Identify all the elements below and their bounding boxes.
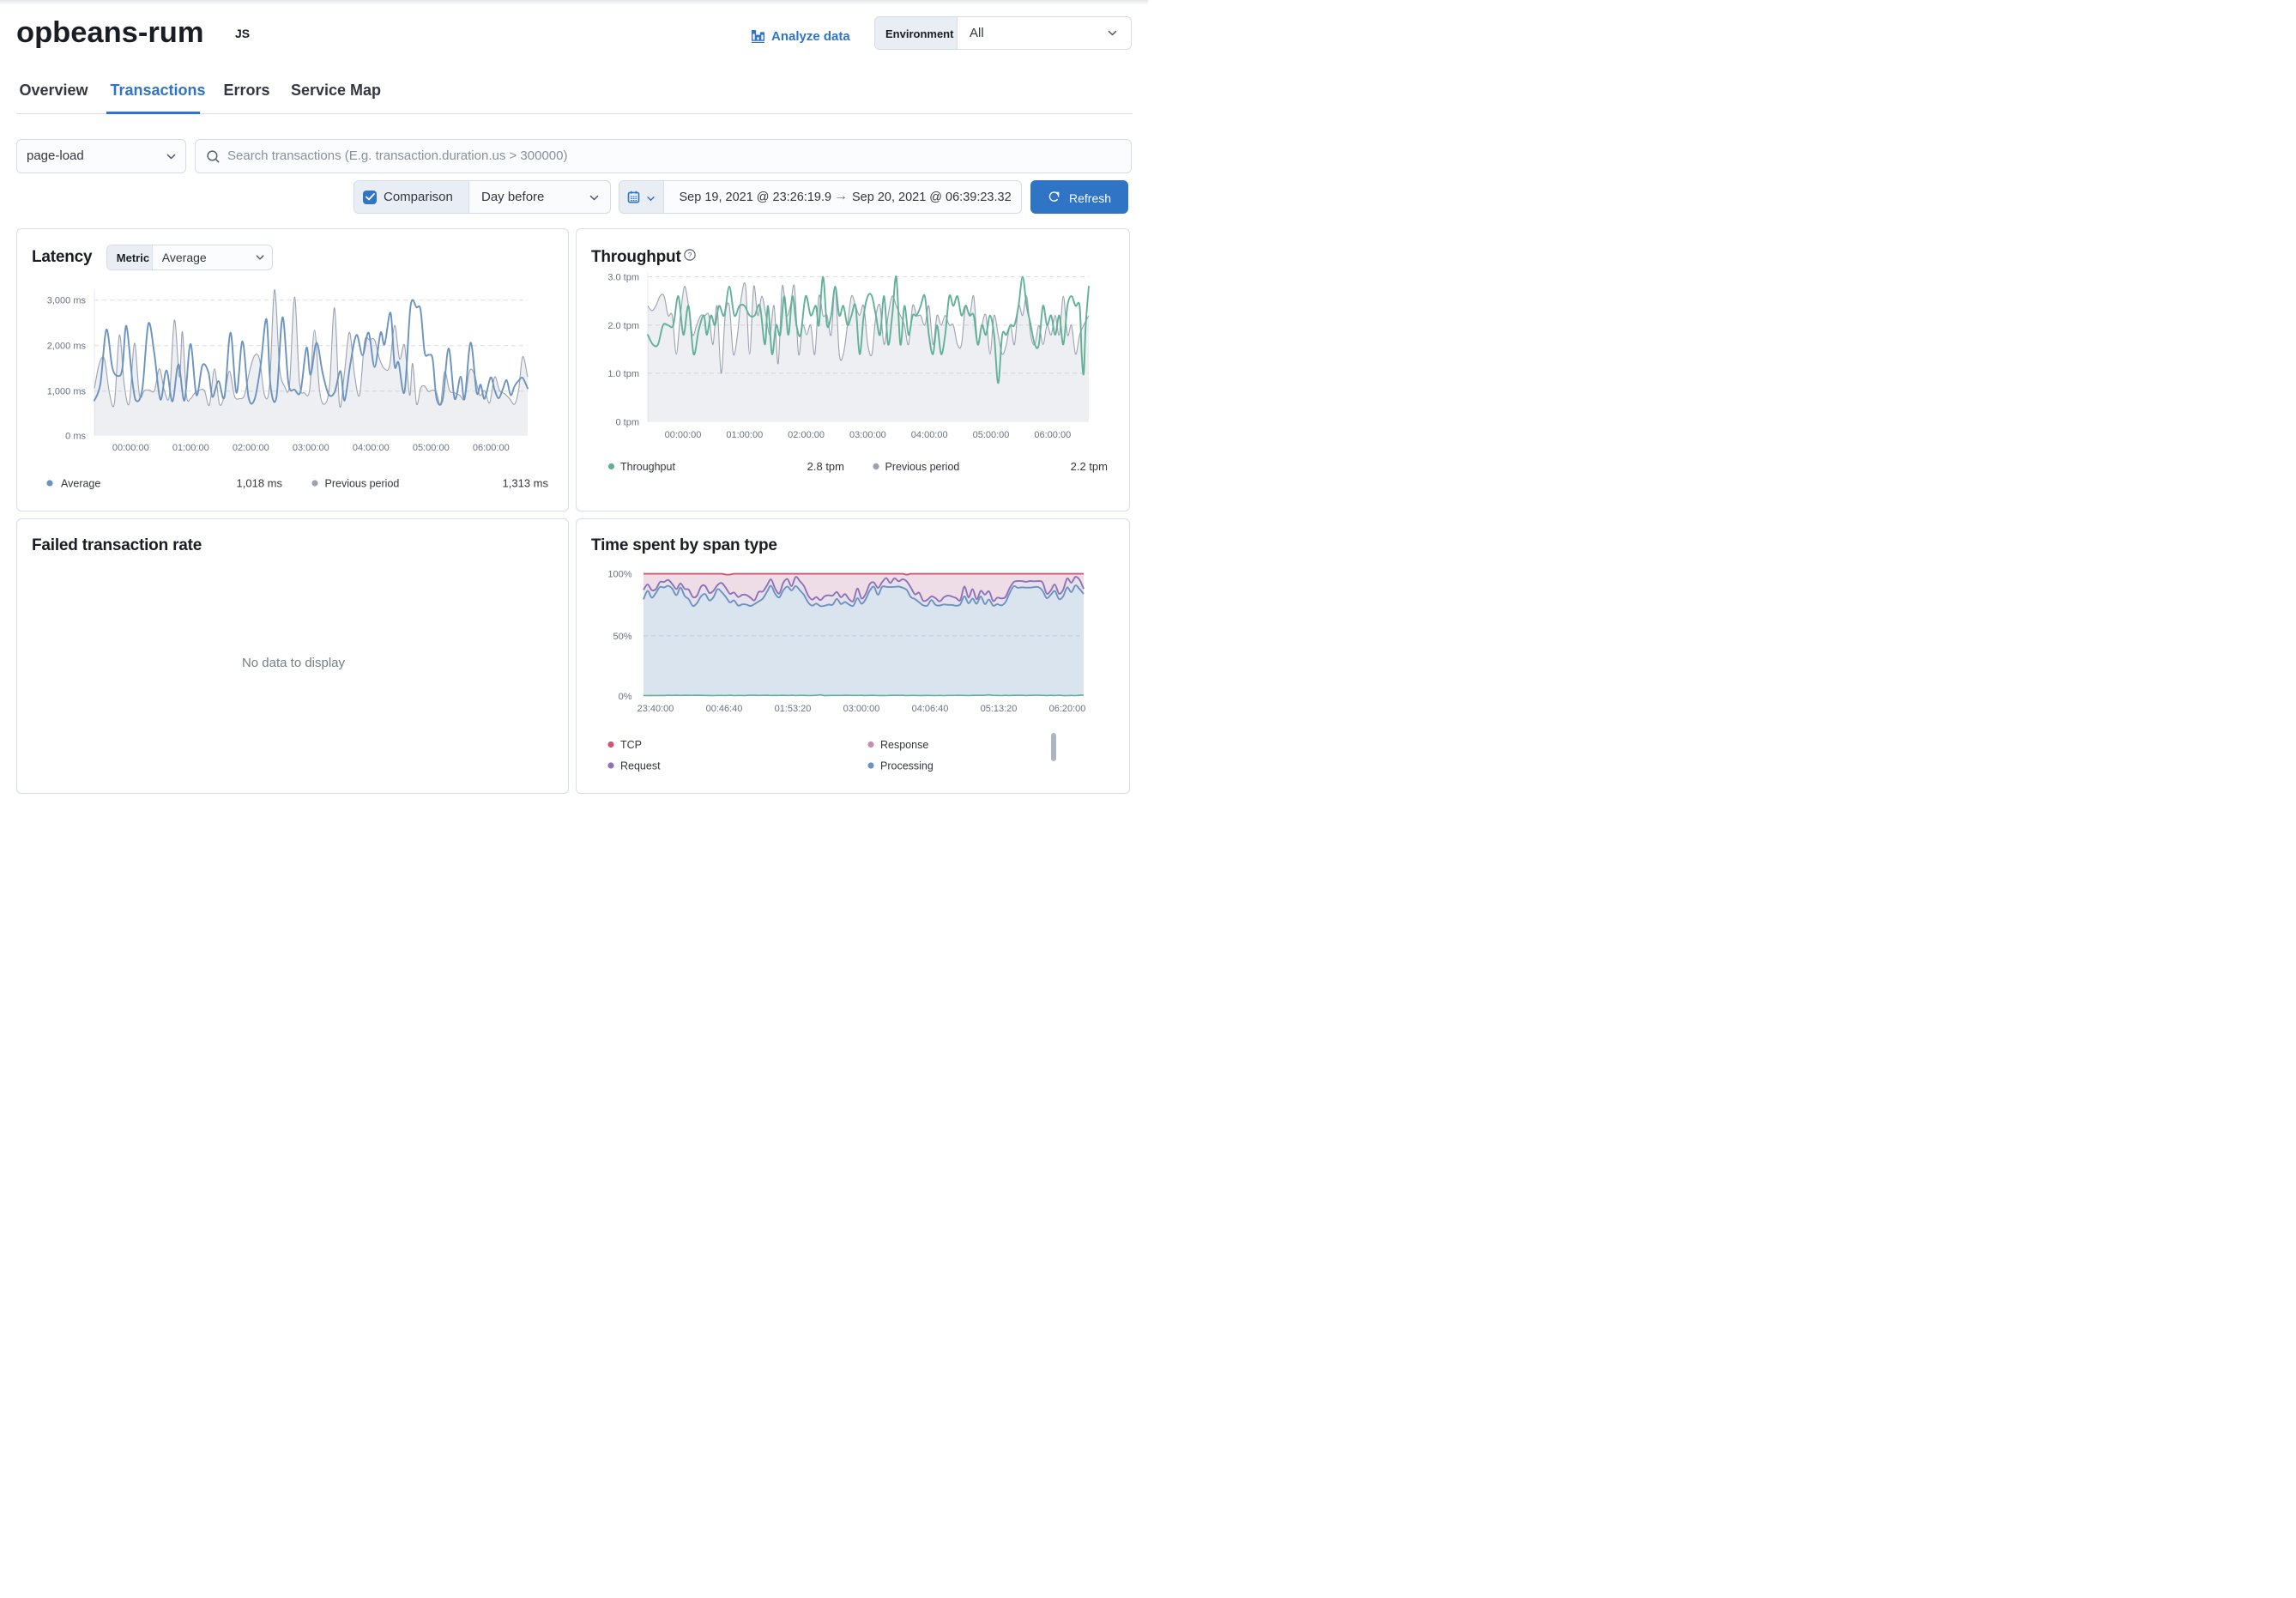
svg-text:Processing: Processing — [880, 760, 934, 772]
svg-text:2,000 ms: 2,000 ms — [47, 342, 87, 352]
svg-text:04:00:00: 04:00:00 — [911, 430, 948, 440]
svg-text:2.2 tpm: 2.2 tpm — [1071, 460, 1108, 473]
svg-text:0 tpm: 0 tpm — [615, 418, 639, 428]
svg-text:50%: 50% — [613, 632, 631, 642]
svg-text:100%: 100% — [607, 570, 631, 580]
svg-text:03:00:00: 03:00:00 — [843, 704, 880, 714]
svg-text:2.8 tpm: 2.8 tpm — [807, 460, 844, 473]
svg-text:00:00:00: 00:00:00 — [665, 430, 702, 440]
svg-text:1.0 tpm: 1.0 tpm — [607, 369, 639, 379]
svg-text:03:00:00: 03:00:00 — [293, 443, 329, 453]
svg-text:01:53:20: 01:53:20 — [775, 704, 812, 714]
svg-text:06:00:00: 06:00:00 — [473, 443, 510, 453]
svg-text:0%: 0% — [619, 692, 632, 702]
svg-text:04:06:40: 04:06:40 — [912, 704, 949, 714]
svg-text:00:46:40: 00:46:40 — [706, 704, 743, 714]
svg-text:05:00:00: 05:00:00 — [973, 430, 1010, 440]
svg-text:0 ms: 0 ms — [65, 432, 86, 442]
svg-text:04:00:00: 04:00:00 — [353, 443, 390, 453]
svg-text:02:00:00: 02:00:00 — [788, 430, 825, 440]
svg-text:Throughput: Throughput — [620, 461, 675, 473]
svg-text:01:00:00: 01:00:00 — [172, 443, 209, 453]
svg-text:3.0 tpm: 3.0 tpm — [607, 273, 639, 283]
svg-text:2.0 tpm: 2.0 tpm — [607, 321, 639, 331]
svg-text:03:00:00: 03:00:00 — [849, 430, 886, 440]
svg-text:06:20:00: 06:20:00 — [1049, 704, 1086, 714]
svg-text:23:40:00: 23:40:00 — [637, 704, 674, 714]
svg-text:TCP: TCP — [620, 739, 642, 751]
svg-text:06:00:00: 06:00:00 — [1034, 430, 1071, 440]
svg-text:Previous period: Previous period — [885, 461, 960, 473]
svg-text:1,313 ms: 1,313 ms — [503, 477, 549, 490]
svg-text:Average: Average — [61, 478, 100, 490]
svg-text:02:00:00: 02:00:00 — [233, 443, 269, 453]
svg-text:3,000 ms: 3,000 ms — [47, 296, 87, 306]
svg-text:00:00:00: 00:00:00 — [112, 443, 149, 453]
svg-text:05:00:00: 05:00:00 — [413, 443, 450, 453]
svg-text:Previous period: Previous period — [325, 478, 400, 490]
svg-text:1,000 ms: 1,000 ms — [47, 387, 87, 397]
svg-text:05:13:20: 05:13:20 — [981, 704, 1018, 714]
svg-text:01:00:00: 01:00:00 — [726, 430, 763, 440]
svg-text:1,018 ms: 1,018 ms — [237, 477, 283, 490]
svg-text:?: ? — [688, 251, 692, 259]
svg-text:Response: Response — [880, 739, 928, 751]
svg-text:Request: Request — [620, 760, 661, 772]
